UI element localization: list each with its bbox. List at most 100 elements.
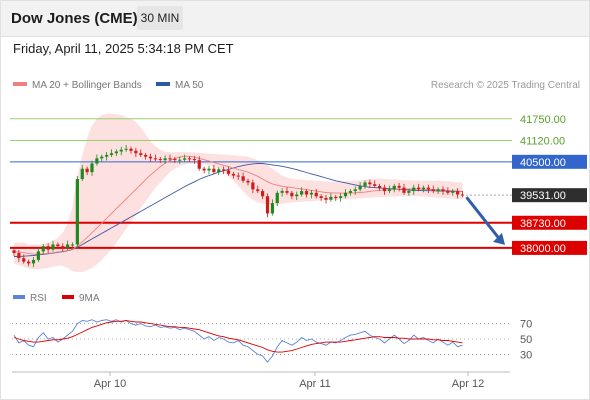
level-tag-40500.00 bbox=[512, 154, 587, 169]
timeframe-selector[interactable]: 30 MIN bbox=[137, 6, 183, 30]
candle-body bbox=[412, 187, 416, 192]
candle-body bbox=[153, 158, 157, 160]
candle-body bbox=[217, 169, 221, 173]
candle-body bbox=[192, 159, 196, 161]
candle-body bbox=[295, 194, 299, 197]
symbol-title: Dow Jones (CME) bbox=[11, 10, 138, 27]
forecast-arrowhead bbox=[493, 232, 505, 245]
candle-body bbox=[85, 168, 89, 173]
ma20-swatch bbox=[13, 82, 27, 87]
candle-body bbox=[163, 158, 167, 161]
candle-body bbox=[290, 192, 294, 197]
chart-header: Dow Jones (CME) 30 MIN bbox=[0, 0, 590, 37]
candle-body bbox=[148, 156, 153, 159]
level-label-40500.00: 40500.00 bbox=[520, 157, 566, 169]
candle-body bbox=[382, 187, 387, 192]
candle-body bbox=[46, 246, 50, 250]
price-legend-ma50: MA 50 bbox=[156, 80, 203, 91]
candle-body bbox=[304, 191, 309, 195]
candle-body bbox=[300, 191, 304, 195]
rsi-tick-30: 30 bbox=[520, 349, 532, 361]
rsi-plot: 70 50 30 bbox=[12, 319, 532, 363]
candle-body bbox=[363, 182, 367, 186]
time-axis: Apr 10 Apr 11 Apr 12 bbox=[12, 371, 510, 390]
rsi-legend-label: RSI bbox=[30, 293, 47, 304]
price-plot: 41750.00 41120.00 40500.00 39531.00 38730.00… bbox=[10, 113, 587, 272]
candle-body bbox=[402, 187, 406, 193]
candle-body bbox=[324, 197, 328, 200]
candle-body bbox=[22, 258, 26, 262]
candle-body bbox=[407, 191, 411, 193]
ma20-legend-label: MA 20 + Bollinger Bands bbox=[32, 80, 142, 91]
level-tag-38000.00 bbox=[512, 240, 587, 255]
candle-body bbox=[124, 148, 128, 150]
candle-body bbox=[270, 203, 274, 214]
candle-body bbox=[417, 187, 421, 190]
candle-body bbox=[329, 196, 333, 200]
chart-datetime: Friday, April 11, 2025 5:34:18 PM CET bbox=[13, 41, 234, 56]
candle-body bbox=[129, 148, 133, 151]
level-label-41750.00: 41750.00 bbox=[520, 114, 566, 126]
candle-body bbox=[168, 158, 172, 160]
candle-body bbox=[309, 192, 313, 195]
candle-body bbox=[173, 159, 177, 161]
ma20-line bbox=[13, 155, 463, 255]
candle-body bbox=[61, 246, 65, 248]
candle-body bbox=[441, 189, 445, 192]
candle-body bbox=[114, 151, 118, 154]
candle-body bbox=[134, 150, 138, 154]
level-label-39531.00: 39531.00 bbox=[520, 190, 566, 202]
candle-body bbox=[144, 154, 148, 157]
candle-body bbox=[95, 158, 99, 164]
candle-body bbox=[319, 196, 323, 198]
candle-body bbox=[66, 244, 70, 248]
candle-body bbox=[368, 182, 372, 185]
level-tag-38730.00 bbox=[512, 215, 587, 230]
candle-body bbox=[358, 185, 362, 190]
candle-body bbox=[353, 189, 357, 192]
candle-body bbox=[100, 156, 104, 159]
candle-body bbox=[183, 158, 187, 160]
candle-body bbox=[280, 191, 284, 193]
candle-body bbox=[27, 261, 31, 264]
candle-body bbox=[36, 251, 40, 260]
candle-body bbox=[158, 159, 162, 161]
research-credit: Research © 2025 Trading Central bbox=[430, 80, 580, 91]
candle-body bbox=[56, 244, 60, 247]
candle-body bbox=[226, 170, 231, 174]
candle-body bbox=[451, 191, 455, 193]
candle-body bbox=[251, 182, 255, 190]
rsi-series-RSI bbox=[13, 319, 463, 363]
candle-body bbox=[387, 189, 391, 192]
candle-body bbox=[139, 153, 143, 155]
rsi-series-9MA bbox=[13, 320, 463, 353]
candle-body bbox=[314, 192, 318, 197]
ma50-swatch bbox=[156, 82, 170, 87]
candle-body bbox=[241, 176, 245, 181]
rsi-tick-70: 70 bbox=[520, 319, 532, 331]
candle-body bbox=[431, 189, 435, 192]
candle-body bbox=[75, 179, 79, 245]
candle-body bbox=[265, 196, 270, 214]
candle-body bbox=[334, 196, 338, 198]
candle-body bbox=[178, 159, 182, 161]
candle-body bbox=[31, 259, 36, 264]
candle-body bbox=[212, 168, 216, 173]
candle-body bbox=[378, 185, 382, 188]
candle-body bbox=[12, 250, 16, 254]
candle-body bbox=[446, 191, 450, 193]
candle-body bbox=[343, 192, 348, 197]
rsi-legend-9ma: 9MA bbox=[62, 293, 100, 304]
candle-body bbox=[456, 191, 460, 195]
bollinger-band bbox=[14, 113, 463, 272]
ma50-line bbox=[14, 163, 463, 257]
time-tick-label: Apr 10 bbox=[94, 378, 126, 390]
candle-body bbox=[70, 244, 75, 246]
level-label-38730.00: 38730.00 bbox=[520, 218, 566, 230]
candle-body bbox=[109, 153, 114, 155]
time-tick-label: Apr 11 bbox=[299, 378, 331, 390]
level-label-41120.00: 41120.00 bbox=[520, 135, 565, 147]
candle-body bbox=[119, 149, 123, 152]
candle-body bbox=[187, 158, 192, 160]
